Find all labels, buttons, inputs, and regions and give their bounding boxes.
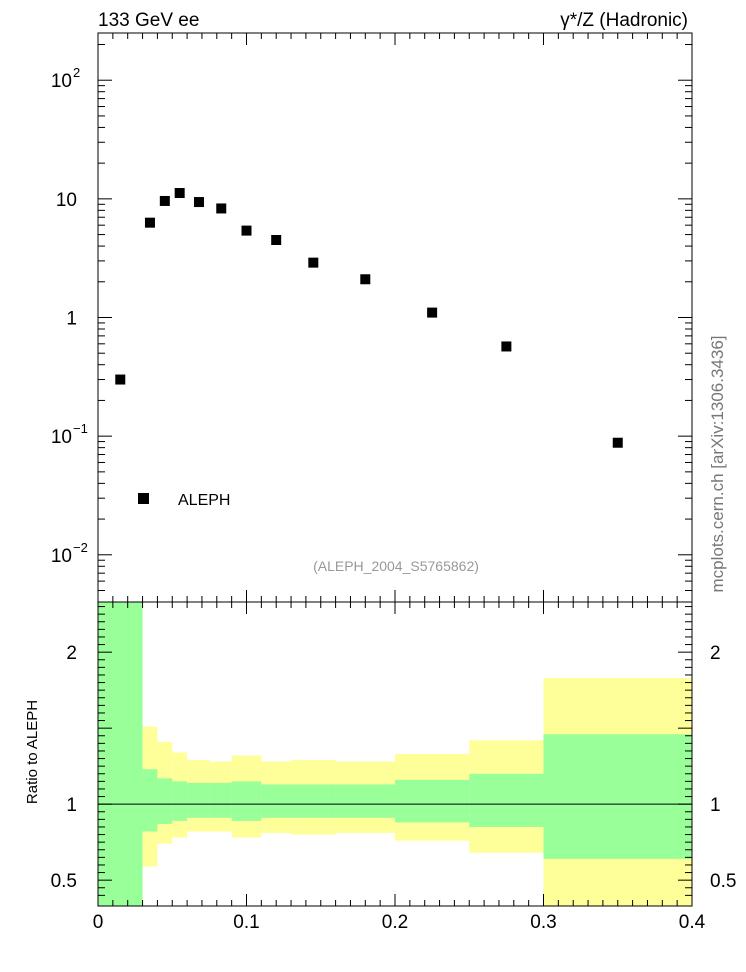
ratio-green-band-4 xyxy=(187,782,210,818)
y-tick-label: 10 xyxy=(56,190,77,211)
ratio-green-band-7 xyxy=(261,784,292,818)
data-point xyxy=(271,235,282,246)
main-frame xyxy=(97,32,693,603)
ratio-green-band-1 xyxy=(142,769,158,832)
x-tick-label: 0.2 xyxy=(382,912,408,933)
y-tick-exponent: 2 xyxy=(73,65,80,80)
process-label: γ*/Z (Hadronic) xyxy=(560,10,688,31)
y-tick-label: 10 xyxy=(51,546,72,567)
data-point xyxy=(193,197,204,208)
ratio-green-band-9 xyxy=(335,784,395,818)
ratio-plot-layer: 0 0.1 0.2 0.3 0.40.5 0.51 12 2 xyxy=(51,601,736,933)
ratio-green-band-8 xyxy=(291,784,336,818)
legend-marker xyxy=(138,493,149,504)
ratio-green-band-12 xyxy=(543,734,692,859)
ratio-y-tick-label: 2 xyxy=(66,643,77,664)
ratio-y-tick-label-right: 0.5 xyxy=(710,871,736,892)
ratio-y-tick-label: 1 xyxy=(66,795,77,816)
analysis-label: (ALEPH_2004_S5765862) xyxy=(313,558,479,574)
data-point xyxy=(360,274,371,285)
data-point xyxy=(216,203,227,214)
ratio-y-tick-label-right: 1 xyxy=(710,795,721,816)
ratio-y-tick-label-right: 2 xyxy=(710,643,721,664)
data-point xyxy=(159,195,170,206)
ratio-green-band-3 xyxy=(172,781,188,821)
ratio-green-band-10 xyxy=(395,779,470,823)
ratio-green-band-5 xyxy=(209,782,232,818)
side-label: mcplots.cern.ch [arXiv:1306.3436] xyxy=(708,335,727,592)
y-tick-exponent: −2 xyxy=(73,540,88,555)
y-tick-label: 1 xyxy=(66,309,77,330)
ratio-y-tick-label: 0.5 xyxy=(51,871,77,892)
data-point xyxy=(612,437,623,448)
x-tick-label: 0.4 xyxy=(679,912,706,933)
ratio-bands xyxy=(98,602,692,906)
energy-label: 133 GeV ee xyxy=(98,10,199,31)
x-tick-label: 0.1 xyxy=(233,912,259,933)
data-point xyxy=(501,341,512,352)
y-tick-label: 10 xyxy=(51,427,72,448)
data-point xyxy=(115,374,126,385)
data-point xyxy=(174,188,185,199)
x-tick-label: 0.3 xyxy=(530,912,556,933)
ratio-green-band-0 xyxy=(98,602,143,906)
y-tick-label: 10 xyxy=(51,71,72,92)
data-point xyxy=(308,257,319,268)
ratio-green-band-6 xyxy=(231,781,262,821)
x-tick-label: 0 xyxy=(93,912,104,933)
legend-label: ALEPH xyxy=(178,492,230,509)
data-point xyxy=(241,225,252,236)
ratio-green-band-11 xyxy=(469,773,544,827)
data-point xyxy=(144,217,155,228)
y-tick-exponent: −1 xyxy=(73,421,88,436)
ratio-green-band-2 xyxy=(157,778,173,824)
data-point xyxy=(427,307,438,318)
ratio-ylabel: Ratio to ALEPH xyxy=(24,700,41,804)
